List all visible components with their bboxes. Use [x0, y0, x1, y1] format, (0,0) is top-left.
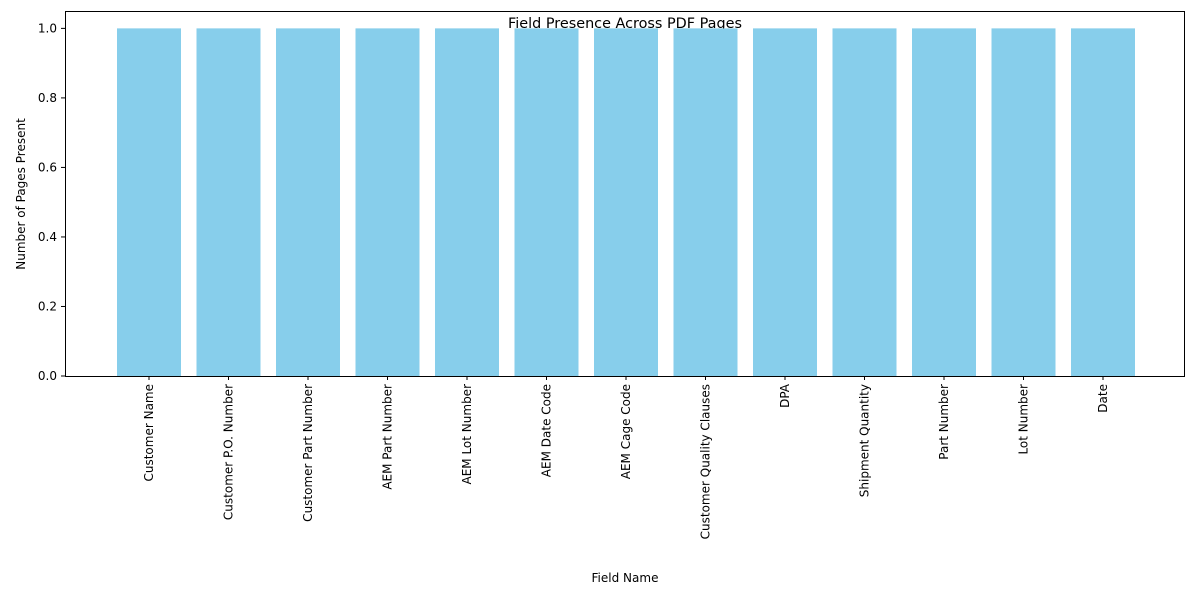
chart-title: Field Presence Across PDF Pages — [508, 16, 742, 32]
bar — [1071, 28, 1135, 377]
x-tick-label: Part Number — [937, 384, 951, 460]
bar — [355, 28, 420, 377]
y-tick-label: 0.6 — [38, 160, 57, 174]
bar — [991, 28, 1056, 377]
bar — [673, 28, 738, 377]
x-tick-label: AEM Date Code — [540, 384, 554, 477]
x-axis: Customer Name Customer P.O. Number Custome… — [142, 376, 1110, 539]
bar — [594, 28, 658, 377]
bar — [276, 28, 340, 377]
y-tick-label: 0.0 — [38, 369, 57, 383]
x-tick-label: Customer Quality Clauses — [699, 384, 713, 539]
bar — [832, 28, 897, 377]
x-tick-label: Lot Number — [1017, 384, 1031, 455]
y-axis: 0.0 0.2 0.4 0.6 0.8 1.0 — [38, 21, 65, 383]
plot-frame — [65, 11, 1185, 377]
y-tick-label: 0.2 — [38, 299, 57, 313]
x-axis-title: Field Name — [592, 571, 659, 585]
y-tick-label: 0.4 — [38, 230, 57, 244]
bars-group — [117, 28, 1135, 377]
bar — [435, 28, 499, 377]
x-tick-label: Date — [1096, 384, 1110, 413]
x-tick-label: Customer Name — [142, 384, 156, 482]
x-tick-label: AEM Lot Number — [460, 384, 474, 485]
x-tick-label: Customer Part Number — [301, 384, 315, 522]
x-tick-label: DPA — [778, 383, 792, 408]
y-tick-label: 0.8 — [38, 91, 57, 105]
bar — [117, 28, 181, 377]
bar — [912, 28, 976, 377]
x-tick-label: AEM Part Number — [381, 384, 395, 490]
bar — [514, 28, 579, 377]
bar — [753, 28, 817, 377]
x-tick-label: AEM Cage Code — [619, 384, 633, 479]
y-axis-title: Number of Pages Present — [14, 118, 28, 270]
x-tick-label: Shipment Quantity — [858, 384, 872, 497]
bar — [196, 28, 261, 377]
x-tick-label: Customer P.O. Number — [222, 384, 236, 520]
y-tick-label: 1.0 — [38, 21, 57, 35]
